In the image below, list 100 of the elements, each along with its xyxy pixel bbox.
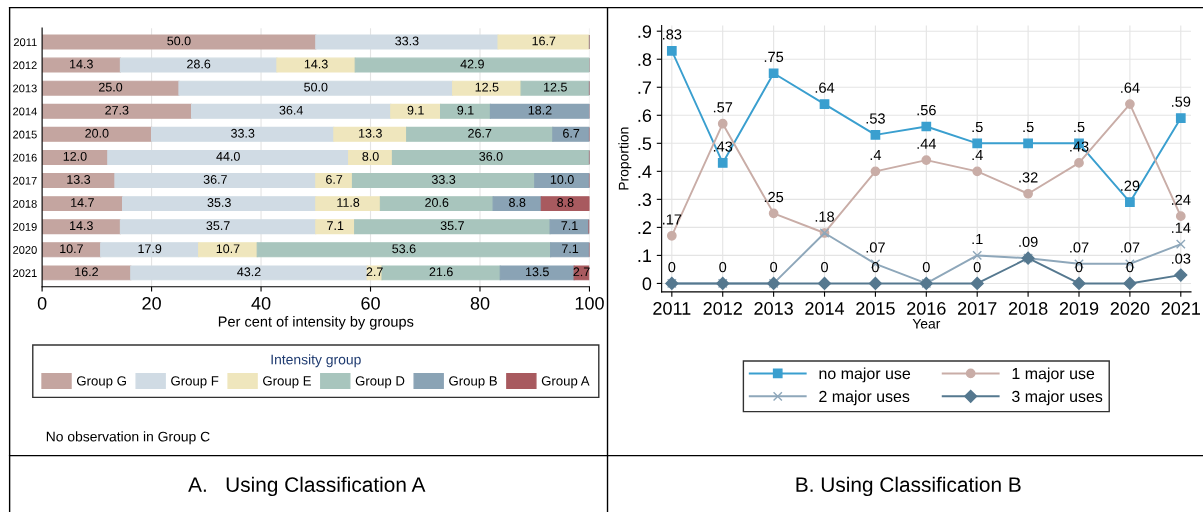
data-label: .25 [764,191,784,203]
data-label: 9.1 [407,105,424,115]
data-label: .14 [1171,222,1191,233]
data-label: .1 [972,234,983,245]
x-tick-label: 2017 [958,302,997,315]
data-label: 10.0 [550,175,574,184]
text: No observation in Group C [46,431,210,445]
data-label: 10.7 [60,244,83,254]
x-tick-label: 2013 [754,302,793,315]
legend-label: Group F [171,376,219,389]
y-tick-label: 2019 [13,222,37,231]
legend-label: Group A [541,376,590,389]
y-tick-label: .5 [638,137,652,151]
x-tick-label: 40 [251,296,271,310]
x-tick-label: 100 [575,296,604,310]
data-label: 2.7 [366,267,383,277]
data-label: 16.7 [532,36,556,46]
legend-label: Group G [76,376,126,389]
x-tick-label: 2019 [1059,302,1099,315]
data-label: .17 [663,214,682,225]
text: A. Using Classification A [188,476,426,497]
data-label: 33.3 [231,128,255,138]
data-label: .5 [1023,121,1034,133]
y-tick-label: .7 [638,81,652,94]
data-label: 7.1 [327,221,344,230]
y-tick-label: 2021 [13,269,37,277]
data-label: 13.3 [67,175,91,184]
y-tick-label: 2016 [13,153,37,162]
data-label: 36.7 [203,175,227,184]
data-label: 14.7 [71,198,94,207]
data-label: 0 [1075,261,1083,273]
data-label: 36.4 [279,105,303,115]
data-label: .09 [1019,236,1038,247]
y-tick-label: 2017 [13,176,37,185]
data-label: 8.8 [509,198,526,207]
data-label: 6.7 [326,175,343,184]
y-tick-label: .9 [638,25,652,38]
data-label: 50.0 [167,36,191,46]
y-tick-label: 2012 [13,61,37,70]
y-tick-label: 2018 [13,199,37,208]
data-label: 7.1 [561,221,578,230]
data-label: .32 [1019,172,1038,183]
x-tick-label: 2015 [856,302,895,315]
data-label: 28.6 [187,59,211,69]
x-tick-label: 2012 [703,302,742,315]
data-label: 11.8 [337,198,360,207]
data-label: 35.7 [440,221,464,231]
data-label: 20.6 [425,198,449,207]
data-label: 14.3 [304,59,328,69]
x-tick-label: 20 [142,296,161,310]
y-tick-label: .6 [638,109,652,122]
legend-title: Intensity group [271,354,361,368]
x-tick-label: 2018 [1008,302,1048,315]
data-label: 21.6 [429,267,453,277]
legend-label: Group E [263,376,311,389]
data-label: 12.5 [475,82,499,92]
data-label: 13.3 [359,128,382,138]
x-tick-label: 2014 [805,302,845,315]
data-label: 26.7 [468,128,492,138]
y-tick-label: .4 [638,165,652,178]
x-tick-label: 2021 [1161,302,1200,315]
data-label: 53.6 [392,244,416,254]
data-label: 0 [1126,261,1134,273]
legend-label: Group D [355,376,405,389]
data-label: .4 [870,149,882,160]
data-label: .64 [1121,82,1140,93]
data-label: .18 [815,211,835,222]
data-label: 0 [770,261,778,273]
data-label: 13.5 [525,267,549,277]
data-label: .29 [1121,180,1140,191]
data-label: .07 [1070,242,1089,253]
x-tick-label: 60 [361,296,380,310]
data-label: 25.0 [98,82,123,92]
x-tick-label: 2020 [1110,302,1150,315]
legend-label: 2 major uses [819,390,910,406]
data-label: .44 [917,138,937,149]
data-label: 33.3 [395,36,419,46]
data-label: 9.1 [457,105,474,115]
data-label: 50.0 [304,82,328,92]
y-tick-label: 2011 [13,38,37,47]
data-label: 8.0 [362,151,379,161]
data-label: 35.7 [206,221,230,231]
data-label: 10.7 [216,244,240,254]
data-label: 44.0 [216,151,240,161]
data-label: .53 [866,113,885,124]
text: B. Using Classification B [796,476,1021,497]
data-label: .5 [972,121,983,133]
data-label: 43.2 [237,267,261,277]
data-label: .24 [1171,194,1191,205]
y-tick-label: .8 [638,53,652,66]
data-label: 7.1 [561,244,579,254]
data-label: .07 [1121,242,1140,253]
data-label: 35.3 [207,198,231,207]
data-label: 12.0 [63,151,87,161]
data-label: 27.3 [105,105,129,115]
data-label: 42.9 [460,59,484,69]
x-axis-title: Per cent of intensity by groups [218,316,414,330]
y-tick-label: 0 [642,277,652,291]
data-label: 0 [821,261,828,273]
data-label: 0 [668,261,676,273]
